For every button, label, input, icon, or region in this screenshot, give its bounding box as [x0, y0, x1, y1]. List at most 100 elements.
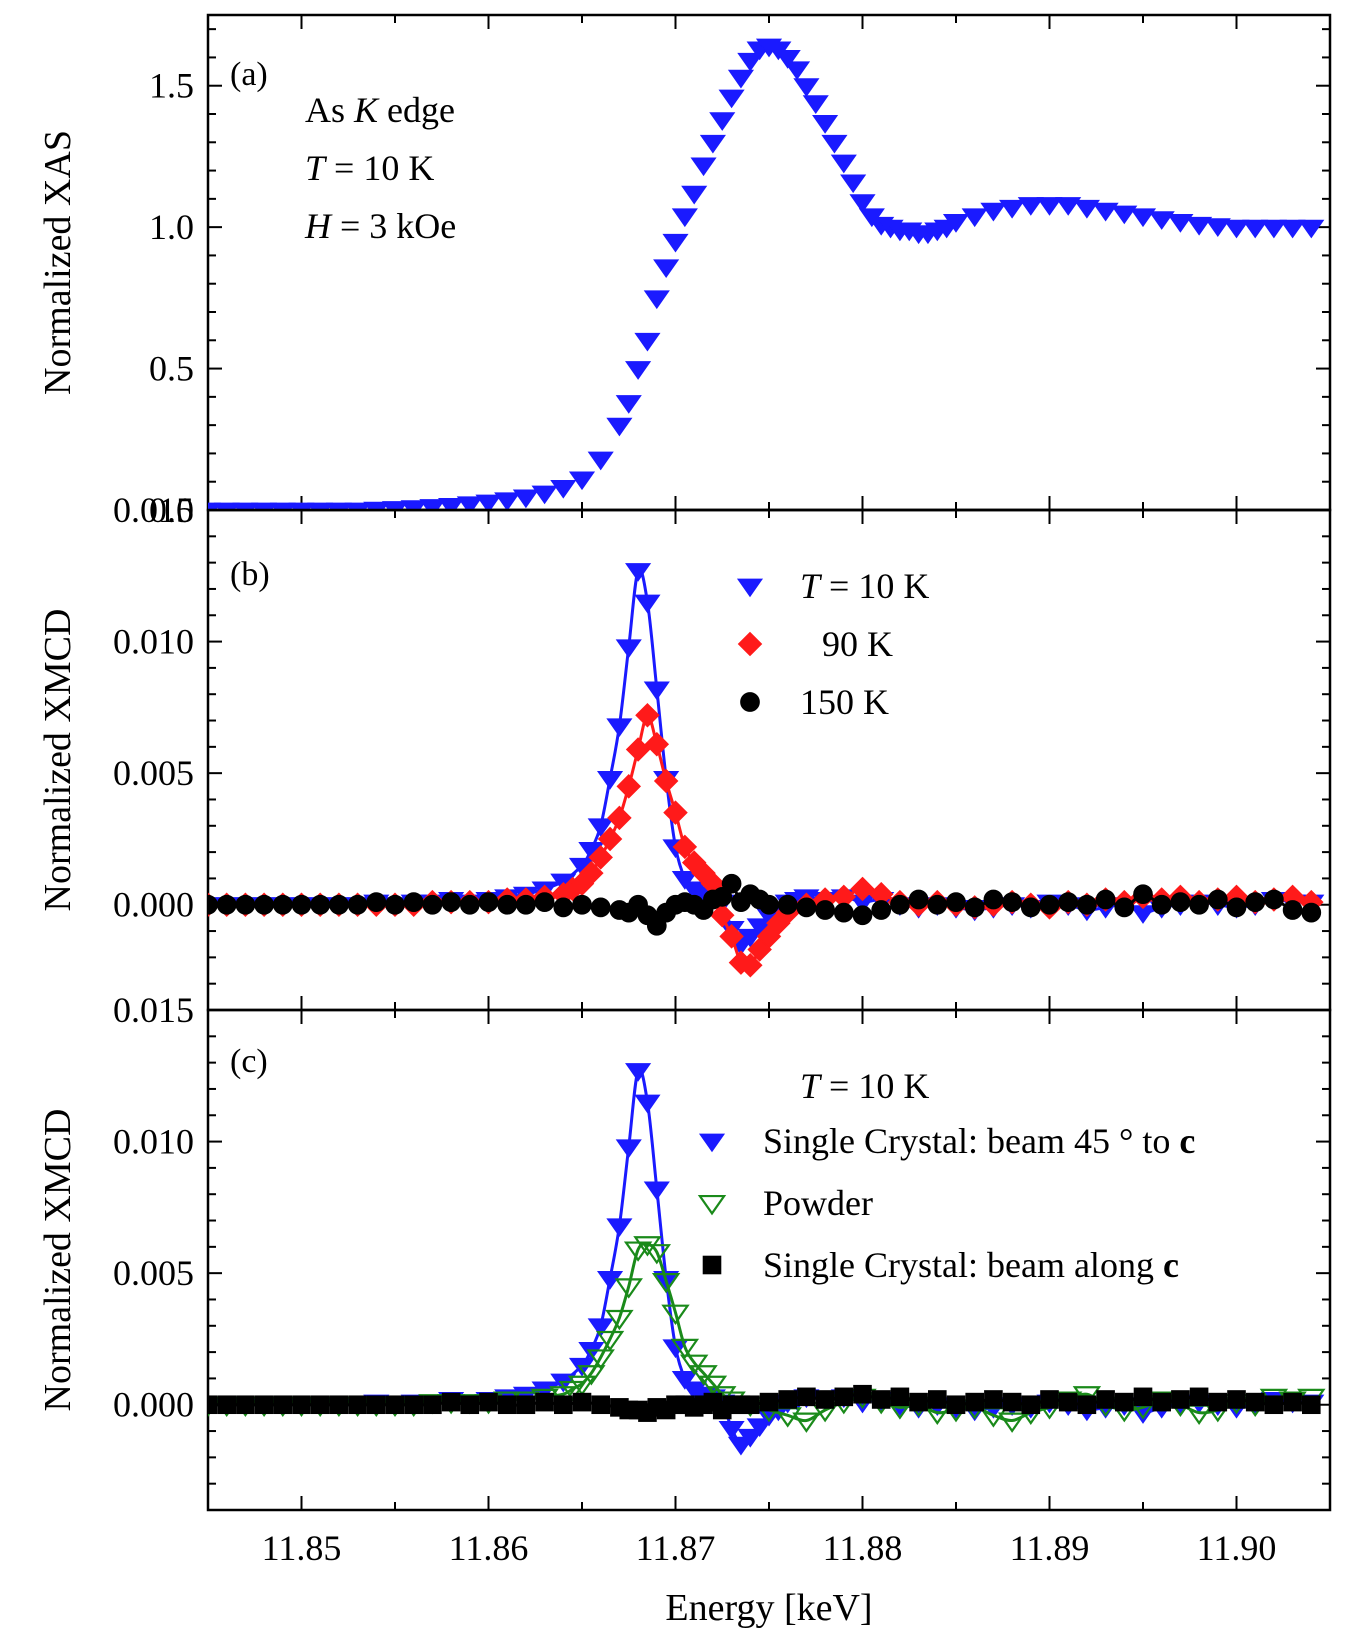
y-tick-label: 0.000 — [113, 1385, 194, 1425]
data-point — [759, 894, 779, 915]
data-point — [1129, 208, 1157, 228]
data-point — [909, 1392, 928, 1412]
data-point — [534, 892, 555, 912]
data-point — [783, 61, 811, 81]
data-point — [1245, 1392, 1265, 1412]
data-point — [634, 1094, 661, 1114]
data-point — [404, 1395, 423, 1415]
data-point — [965, 1392, 985, 1412]
annotation: As K edge — [305, 90, 455, 130]
data-point — [588, 845, 613, 870]
data-point — [291, 894, 312, 915]
data-point — [597, 826, 623, 852]
x-tick-label: 11.87 — [636, 1528, 716, 1568]
data-point — [1170, 892, 1191, 912]
data-point — [497, 894, 518, 915]
data-point — [727, 69, 755, 89]
legend-label-part: = 10 K — [820, 566, 929, 606]
data-point — [381, 501, 409, 510]
data-point — [1039, 894, 1060, 915]
series-2 — [208, 1384, 1321, 1422]
x-tick-label: 11.88 — [823, 1528, 903, 1568]
data-point — [946, 892, 966, 912]
data-point — [1077, 894, 1097, 915]
panel-label: (b) — [230, 556, 270, 593]
data-point — [208, 1395, 218, 1415]
data-point — [1167, 214, 1194, 233]
data-point — [890, 894, 910, 915]
data-point — [1002, 1392, 1022, 1412]
data-point — [679, 1354, 709, 1375]
data-point — [1058, 1392, 1078, 1412]
data-point — [1114, 897, 1135, 918]
data-point — [1260, 219, 1287, 239]
y-tick-label: 0.010 — [113, 1122, 194, 1162]
data-point — [759, 1392, 779, 1412]
data-point — [1279, 219, 1306, 239]
data-point — [643, 681, 670, 701]
data-point — [643, 1181, 670, 1201]
data-point — [1298, 219, 1325, 239]
data-point — [550, 479, 577, 499]
data-point — [459, 894, 480, 915]
data-point — [572, 1392, 592, 1412]
plot-area — [208, 563, 1325, 978]
data-point — [719, 924, 744, 949]
data-point — [946, 1395, 966, 1415]
data-point — [605, 1309, 634, 1331]
legend-marker — [697, 1194, 727, 1216]
data-point — [595, 1330, 625, 1352]
data-point — [927, 894, 948, 915]
data-point — [531, 485, 558, 505]
data-point — [849, 194, 876, 213]
data-point — [681, 185, 708, 205]
data-point — [964, 897, 985, 918]
data-point — [587, 1318, 614, 1338]
data-point — [567, 1375, 597, 1397]
data-point — [670, 1338, 700, 1360]
data-point — [1204, 218, 1231, 237]
x-tick-label: 11.89 — [1010, 1528, 1090, 1568]
data-point — [890, 1387, 910, 1407]
data-point — [635, 703, 660, 728]
data-point — [1096, 1390, 1115, 1409]
panel-b-xmcd-temperature: 0.000 0.005 0.010 0.015 Normalized XMCD (b) T … — [37, 490, 1332, 1012]
data-point — [653, 768, 679, 794]
data-point — [625, 361, 652, 380]
y-tick-label: 0.010 — [113, 622, 194, 662]
data-point — [815, 900, 835, 920]
data-point — [456, 496, 483, 510]
data-point — [254, 894, 274, 915]
data-point — [671, 1370, 698, 1390]
panel-a-xas: 0.0 0.5 1.0 1.5 Normalized XAS (a) As K edge T … — [37, 13, 1332, 530]
data-point — [942, 214, 970, 233]
data-point — [1017, 197, 1044, 216]
data-point — [709, 112, 736, 131]
x-tick-label: 11.90 — [1197, 1528, 1277, 1568]
data-point — [217, 1395, 236, 1415]
y-tick-label: 0.5 — [149, 349, 194, 389]
data-point — [590, 897, 611, 918]
data-point — [741, 1395, 760, 1415]
data-point — [689, 1365, 718, 1386]
legend-marker — [698, 1133, 726, 1153]
data-point — [363, 501, 390, 510]
data-point — [553, 897, 574, 918]
panel-label: (a) — [230, 56, 268, 93]
data-point — [634, 594, 661, 614]
data-point — [1002, 892, 1022, 912]
plot-area — [208, 1063, 1326, 1456]
data-point — [606, 718, 633, 738]
annotation-part: edge — [378, 90, 455, 130]
data-point — [236, 1395, 255, 1415]
data-point — [579, 860, 604, 886]
y-tick-label: 1.0 — [149, 207, 194, 247]
data-point — [774, 49, 801, 69]
data-point — [1040, 1390, 1059, 1409]
data-point — [596, 770, 624, 790]
data-point — [516, 1395, 536, 1415]
data-point — [908, 889, 929, 910]
data-point — [699, 134, 726, 154]
data-point — [961, 208, 988, 228]
